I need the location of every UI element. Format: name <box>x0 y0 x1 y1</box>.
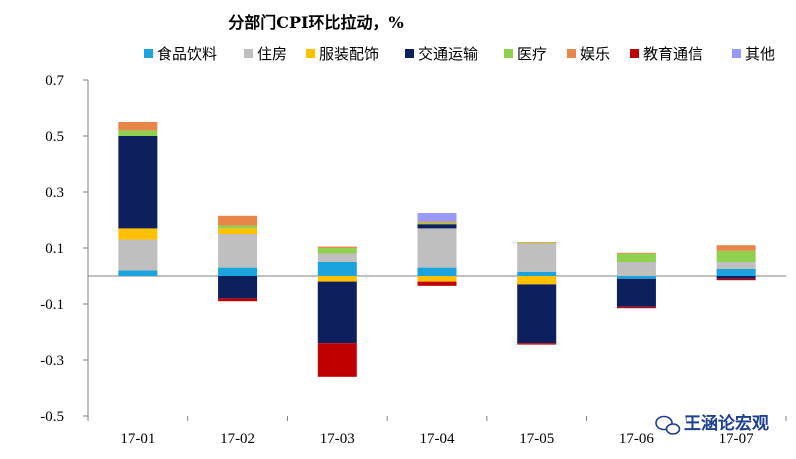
bars <box>118 122 756 377</box>
bar-segment <box>616 262 656 276</box>
y-tick-label: 0.3 <box>45 185 64 201</box>
bar-segment <box>317 262 357 276</box>
legend-swatch-6 <box>630 49 639 58</box>
watermark-text: 王涵论宏观 <box>684 413 769 434</box>
bar-segment <box>118 239 158 271</box>
bar-segment <box>517 271 557 276</box>
bar-segment <box>118 270 158 276</box>
bar-segment <box>417 213 457 222</box>
bar-segment <box>317 281 357 344</box>
bar-segment <box>218 276 258 299</box>
legend-label-7: 其他 <box>745 45 775 63</box>
y-tick-label: 0.1 <box>45 241 64 257</box>
y-tick-label: -0.5 <box>40 409 64 425</box>
x-tick-label: 17-03 <box>320 431 355 447</box>
legend-label-2: 服装配饰 <box>319 45 379 63</box>
bar-segment <box>317 253 357 262</box>
bar-segment <box>317 276 357 282</box>
bar-segment <box>517 242 557 243</box>
legend-label-3: 交通运输 <box>418 45 478 63</box>
bar-segment <box>716 278 756 281</box>
bar-segment <box>118 122 158 131</box>
bar-segment <box>417 222 457 225</box>
watermark: 王涵论宏观 <box>655 413 769 435</box>
bar-segment <box>716 262 756 269</box>
bar-segment <box>716 269 756 276</box>
bar-segment <box>417 267 457 276</box>
legend-label-5: 娱乐 <box>580 45 610 63</box>
y-tick-label: -0.1 <box>40 297 64 313</box>
x-tick-label: 17-06 <box>619 431 654 447</box>
legend-swatch-1 <box>244 49 253 58</box>
bar-segment <box>517 243 557 272</box>
x-tick-label: 17-02 <box>220 431 255 447</box>
bar-segment <box>118 228 158 240</box>
bar-segment <box>218 228 258 234</box>
x-tick-label: 17-04 <box>420 431 455 447</box>
bar-segment <box>218 225 258 229</box>
legend-swatch-7 <box>732 49 741 58</box>
bar-segment <box>417 224 457 229</box>
bar-segment <box>716 245 756 251</box>
bar-segment <box>716 250 756 262</box>
bar-segment <box>417 228 457 268</box>
bar-segment <box>517 343 557 345</box>
bar-segment <box>417 281 457 286</box>
bar-segment <box>317 246 357 248</box>
bar-segment <box>616 278 656 307</box>
chart-title: 分部门CPI环比拉动，% <box>228 13 403 32</box>
legend-swatch-4 <box>504 49 513 58</box>
legend-swatch-3 <box>405 49 414 58</box>
bar-segment <box>616 252 656 254</box>
bar-segment <box>218 215 258 226</box>
bar-segment <box>118 130 158 136</box>
bar-segment <box>517 242 557 244</box>
bar-segment <box>417 221 457 223</box>
x-tick-label: 17-07 <box>719 431 754 447</box>
bar-segment <box>118 136 158 229</box>
legend-label-4: 医疗 <box>517 45 547 63</box>
legend-swatch-2 <box>306 49 315 58</box>
bar-segment <box>616 306 656 309</box>
bar-segment <box>317 343 357 377</box>
bar-segment <box>218 298 258 302</box>
bar-segment <box>616 276 656 279</box>
bar-segment <box>417 276 457 282</box>
legend-swatch-0 <box>144 49 153 58</box>
y-tick-label: 0.7 <box>45 73 64 89</box>
bar-segment <box>616 253 656 262</box>
legend-label-6: 教育通信 <box>643 45 703 63</box>
legend-label-0: 食品饮料 <box>157 45 217 63</box>
y-tick-label: -0.3 <box>40 353 64 369</box>
bar-segment <box>716 276 756 279</box>
bar-segment <box>218 267 258 276</box>
y-tick-label: 0.5 <box>45 129 64 145</box>
x-tick-label: 17-05 <box>519 431 554 447</box>
legend: 食品饮料 住房 服装配饰 交通运输 医疗 娱乐 教育通信 其他 <box>144 45 775 63</box>
bar-segment <box>218 234 258 268</box>
bar-segment <box>517 284 557 344</box>
wechat-icon <box>655 415 681 435</box>
bar-segment <box>317 248 357 254</box>
legend-label-1: 住房 <box>257 45 287 63</box>
x-tick-label: 17-01 <box>120 431 155 447</box>
axes: 0.7 0.5 0.3 0.1 -0.1 -0.3 -0.5 17-01 17-02 17-03 1… <box>40 73 787 447</box>
bar-segment <box>517 276 557 285</box>
legend-swatch-5 <box>567 49 576 58</box>
